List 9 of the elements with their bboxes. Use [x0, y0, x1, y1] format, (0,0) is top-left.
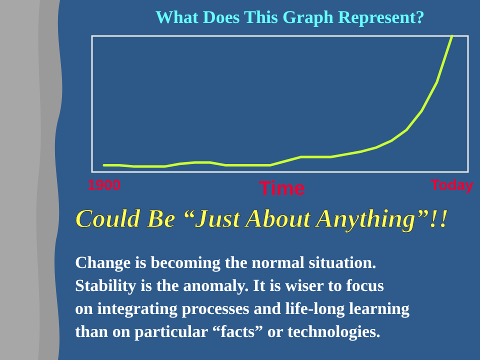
text: on integrating processes and life-long learning — [75, 299, 410, 318]
text: than on particular “facts” or technologies. — [75, 322, 380, 341]
chart-title: What Does This Graph Represent? — [155, 7, 425, 27]
text: Change is becoming the normal situation. — [75, 253, 376, 272]
x-tick-label: 1900 — [87, 177, 121, 194]
text: Could Be “Just About Anything”!! — [75, 204, 449, 233]
text: Stability is the anomaly. It is wiser to focus — [75, 276, 384, 295]
x-axis-title: Time — [258, 178, 306, 200]
x-tick-label: Today — [430, 177, 474, 194]
